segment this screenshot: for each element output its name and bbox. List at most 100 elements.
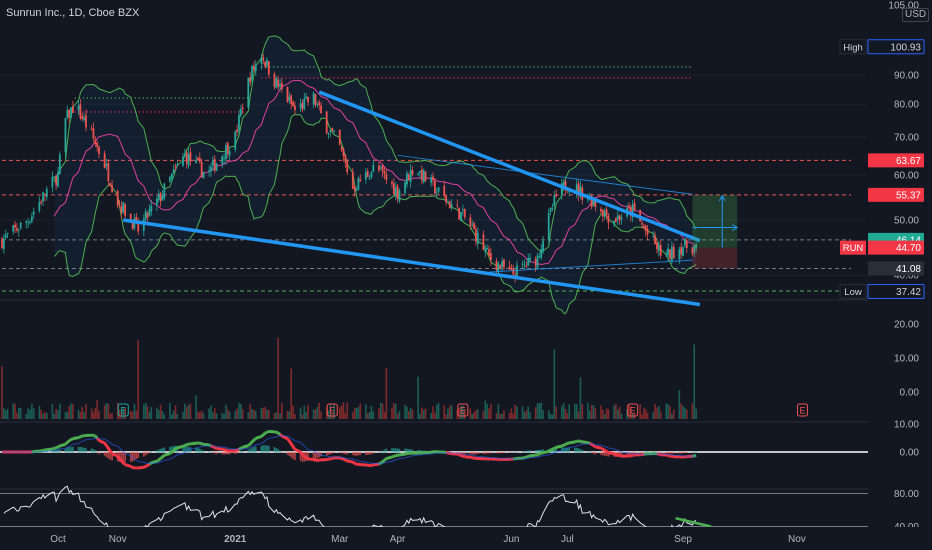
- candle: [618, 214, 621, 225]
- price-tag-level-red[interactable]: 55.37: [868, 187, 924, 202]
- candle: [607, 212, 610, 230]
- candle: [381, 163, 384, 178]
- volume-bar: [588, 410, 591, 419]
- candle: [406, 170, 408, 189]
- volume-bar: [19, 407, 22, 419]
- volume-bar: [652, 412, 655, 419]
- time-axis-label: Nov: [109, 534, 127, 545]
- macd-line-segment: [299, 451, 304, 456]
- channel-lower[interactable]: [488, 259, 693, 273]
- volume-bar: [536, 403, 539, 419]
- candle: [163, 182, 166, 201]
- volume-bar: [355, 408, 358, 419]
- macd-histogram-bar: [171, 446, 173, 453]
- macd-histogram-bar: [568, 447, 571, 453]
- macd-histogram-bar: [398, 448, 401, 453]
- price-tag-level-gray[interactable]: 41.08: [868, 261, 924, 276]
- macd-histogram-bar: [525, 450, 528, 453]
- volume-bar: [14, 403, 16, 419]
- macd-histogram-bar: [122, 452, 125, 463]
- volume-bar: [477, 409, 479, 419]
- macd-histogram-bar: [473, 452, 475, 455]
- candle: [96, 140, 99, 152]
- volume-bar: [460, 406, 462, 419]
- earnings-marker[interactable]: E: [457, 403, 469, 417]
- falling-wedge-upper[interactable]: [318, 90, 701, 243]
- macd-line-segment: [286, 437, 291, 443]
- candle: [577, 180, 580, 202]
- volume-bar: [600, 405, 602, 419]
- candle: [280, 77, 283, 93]
- volume-bar: [53, 413, 56, 419]
- macd-histogram-bar: [393, 448, 395, 453]
- price-tag-high[interactable]: 100.93 High: [839, 39, 925, 55]
- falling-wedge-lower[interactable]: [123, 218, 701, 307]
- profit-zone[interactable]: [692, 194, 738, 248]
- macd-line-segment: [163, 452, 171, 457]
- macd-line-segment: [449, 451, 453, 456]
- candle: [103, 150, 106, 169]
- candle: [200, 158, 203, 178]
- macd-histogram-bar: [600, 452, 602, 455]
- time-axis[interactable]: Oct Nov 2021 Mar Apr Jun Jul Sep Nov: [0, 527, 932, 550]
- macd-histogram-bar: [574, 447, 576, 453]
- earnings-marker[interactable]: E: [326, 403, 338, 417]
- macd-histogram-bar: [357, 452, 360, 456]
- macd-histogram-bar: [94, 450, 97, 453]
- time-axis-label: Apr: [390, 534, 406, 545]
- candle: [329, 130, 332, 137]
- long-position-tool[interactable]: [692, 194, 739, 269]
- macd-line-segment: [109, 450, 114, 455]
- candle: [497, 260, 500, 275]
- price-tag-level-red[interactable]: 63.67: [868, 153, 924, 168]
- macd-histogram-bar: [342, 452, 345, 454]
- macd-line-segment: [172, 447, 177, 452]
- volume-bar: [628, 404, 630, 419]
- volume-bar: [176, 414, 179, 419]
- channel-upper[interactable]: [397, 154, 693, 195]
- volume-bar: [184, 403, 186, 419]
- candle: [301, 99, 304, 113]
- volume-bar: [105, 402, 108, 419]
- currency-badge[interactable]: USD: [902, 8, 930, 22]
- macd-line-segment: [260, 433, 265, 438]
- macd-line-segment: [430, 450, 434, 454]
- macd-line-segment: [561, 443, 565, 448]
- trendlines[interactable]: [123, 90, 701, 307]
- macd-histogram-bar: [605, 452, 608, 457]
- price-axis[interactable]: 40.00 50.00 60.00 70.00 80.00 90.00 105.00 0.00…: [839, 0, 932, 534]
- volume-bar: [407, 411, 410, 419]
- price-tag-low[interactable]: 37.42 Low: [839, 284, 925, 300]
- volume-bar: [96, 400, 98, 419]
- volume-bar: [422, 410, 425, 419]
- volume-bar: [357, 406, 360, 419]
- candle: [55, 174, 58, 190]
- price-tag-last[interactable]: 44.70 RUN: [840, 240, 924, 255]
- volume-bar: [238, 402, 240, 419]
- volume-bar: [351, 412, 354, 419]
- rsi-divergence-line[interactable]: [675, 517, 712, 528]
- volume-bar: [404, 404, 406, 419]
- volume-bar: [411, 409, 414, 419]
- earnings-marker[interactable]: E: [796, 403, 808, 417]
- macd-line-segment: [221, 447, 225, 452]
- macd-histogram-bar: [325, 452, 328, 456]
- earnings-marker[interactable]: E: [117, 403, 129, 417]
- volume-bar: [16, 412, 18, 419]
- candle: [430, 174, 433, 187]
- macd-line-segment: [234, 448, 238, 453]
- volume-bar: [268, 410, 270, 419]
- macd-histogram-bar: [266, 445, 268, 453]
- axis-tick-label: 10.00: [894, 354, 919, 365]
- macd-histogram-bar: [92, 449, 95, 453]
- loss-zone[interactable]: [692, 247, 738, 269]
- macd-line-segment: [456, 452, 460, 457]
- volume-bar: [512, 413, 515, 419]
- volume-bar: [131, 411, 134, 419]
- macd-line-segment: [201, 442, 204, 446]
- earnings-marker[interactable]: E: [627, 403, 639, 417]
- volume-bar: [275, 412, 278, 419]
- candle: [251, 64, 253, 85]
